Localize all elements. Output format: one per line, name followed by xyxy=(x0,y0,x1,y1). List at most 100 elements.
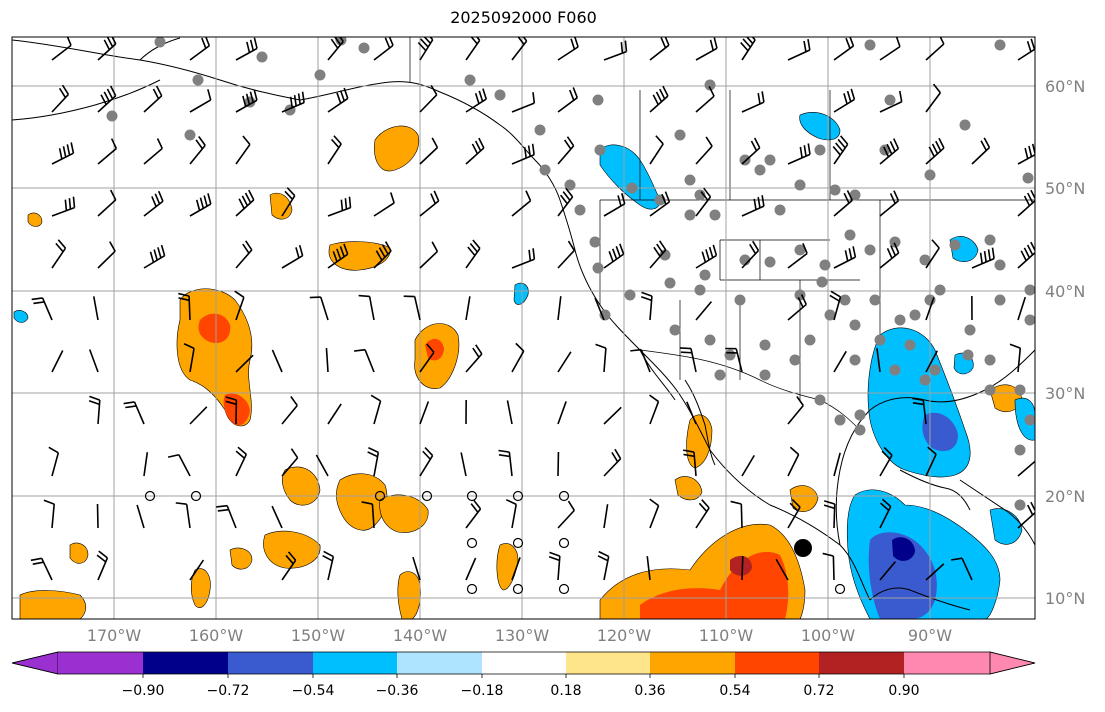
wind-barb xyxy=(649,37,670,61)
station-dot xyxy=(819,259,831,271)
station-dot xyxy=(704,334,716,346)
wind-barb xyxy=(358,294,375,321)
storm-center-marker xyxy=(794,539,812,557)
wind-barb xyxy=(594,297,605,321)
wind-barb xyxy=(143,190,164,217)
station-dot xyxy=(764,256,776,268)
station-dot xyxy=(816,276,828,288)
station-dot xyxy=(694,189,706,201)
wind-barb xyxy=(787,242,808,269)
station-dot xyxy=(534,124,546,136)
wind-barb xyxy=(557,401,567,425)
wind-barb xyxy=(235,189,255,217)
wind-barb xyxy=(1017,501,1035,529)
wind-barb xyxy=(787,294,807,321)
wind-barb xyxy=(646,556,651,581)
station-dot xyxy=(358,42,370,54)
wind-barb xyxy=(96,550,109,581)
wind-barb xyxy=(325,347,329,373)
wind-barb xyxy=(741,91,765,113)
lon-label-120w: 120°W xyxy=(596,626,652,645)
wind-barb xyxy=(640,291,653,321)
wind-barb xyxy=(511,143,535,165)
wind-barb xyxy=(649,135,664,165)
wind-barb xyxy=(925,563,945,581)
lon-label-90w: 90°W xyxy=(907,626,953,645)
wind-barb xyxy=(465,239,481,269)
wind-barb xyxy=(597,550,610,581)
wind-barb xyxy=(775,558,789,581)
station-dot xyxy=(335,37,347,46)
negative-anomaly-regions xyxy=(13,111,1035,619)
wind-barb xyxy=(322,550,335,581)
station-dot xyxy=(1014,444,1026,456)
wind-barb xyxy=(823,500,836,529)
wind-barb xyxy=(271,349,283,373)
station-dot xyxy=(964,324,976,336)
wind-barb xyxy=(787,39,811,61)
station-dot xyxy=(739,154,751,166)
wind-barb xyxy=(603,406,622,425)
lat-label-60n: 60°N xyxy=(1045,77,1086,96)
wind-barb xyxy=(281,91,305,113)
wind-barb xyxy=(465,37,481,61)
wind-barb xyxy=(833,246,857,269)
station-dot xyxy=(626,182,638,194)
wind-barb xyxy=(1009,343,1022,373)
wind-barb xyxy=(557,351,572,373)
station-dot xyxy=(844,229,856,241)
wind-barb xyxy=(97,37,117,61)
wind-barb xyxy=(225,396,238,425)
colorbar-label-9: 0.90 xyxy=(888,683,920,699)
station-dot xyxy=(754,164,766,176)
wind-barb xyxy=(603,243,625,269)
wind-barb xyxy=(97,241,116,269)
station-dot xyxy=(759,339,771,351)
station-dot xyxy=(854,409,866,421)
wind-barb xyxy=(879,561,897,581)
wind-barb xyxy=(951,557,973,581)
station-dot xyxy=(924,294,936,306)
station-dot xyxy=(849,189,861,201)
station-dot xyxy=(929,364,941,376)
station-dot xyxy=(709,209,721,221)
wind-barb xyxy=(97,85,117,113)
wind-barb xyxy=(787,498,801,529)
wind-barb xyxy=(822,552,835,581)
station-dot xyxy=(919,254,931,266)
wind-barb xyxy=(465,499,482,529)
wind-barb xyxy=(1017,189,1035,217)
station-dot xyxy=(564,179,576,191)
wind-barb xyxy=(630,348,651,373)
wind-barb xyxy=(189,559,205,581)
colorbar-label-8: 0.72 xyxy=(803,683,835,699)
station-dot xyxy=(889,236,901,248)
wind-barb xyxy=(695,499,710,529)
station-dot xyxy=(1022,172,1034,184)
station-dot xyxy=(699,269,711,281)
wind-barb xyxy=(361,501,375,529)
wind-barb xyxy=(695,37,718,61)
wind-barb xyxy=(557,296,562,321)
station-dot xyxy=(814,144,826,156)
wind-barb xyxy=(460,452,467,477)
wind-barb xyxy=(216,504,237,529)
station-dot xyxy=(924,169,936,181)
calm-circle xyxy=(558,583,570,595)
station-dot xyxy=(664,277,676,289)
wind-barb xyxy=(787,396,804,425)
wind-barb xyxy=(603,504,609,529)
wind-barb xyxy=(97,138,118,165)
wind-barb xyxy=(235,37,258,61)
calm-circle xyxy=(190,490,202,502)
wind-barb xyxy=(315,454,329,477)
colorbar-label-2: −0.54 xyxy=(291,683,335,699)
station-dot xyxy=(574,204,586,216)
wind-barb xyxy=(741,454,755,477)
wind-barb xyxy=(419,343,435,373)
station-dot xyxy=(592,94,604,106)
wind-barb xyxy=(879,37,901,61)
wind-barb xyxy=(30,557,53,581)
wind-barb xyxy=(649,498,660,529)
